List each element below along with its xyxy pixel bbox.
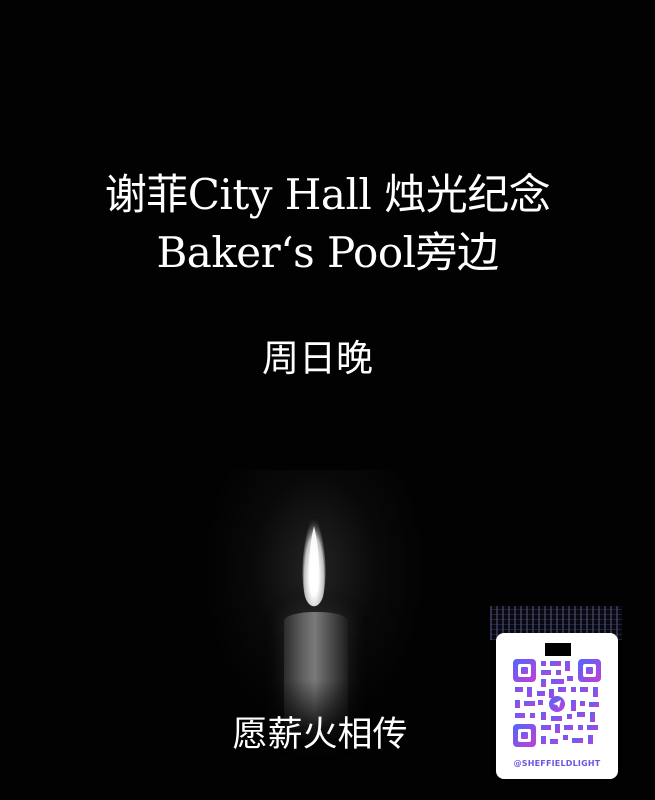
qr-handle-text: @SHEFFIELDLIGHT [513,759,601,768]
qr-card[interactable]: @SHEFFIELDLIGHT [490,606,622,779]
qr-code-icon[interactable] [510,656,604,750]
time-text: 周日晚 [262,337,373,380]
candle-icon [302,510,326,607]
title-line-1: 谢菲City Hall 烛光纪念 [104,170,551,219]
title-line-2: Baker‘s Pool旁边 [156,228,499,277]
candle-shadow [270,680,365,750]
qr-card-panel: @SHEFFIELDLIGHT [496,633,618,779]
footer-text: 愿薪火相传 [232,715,408,755]
